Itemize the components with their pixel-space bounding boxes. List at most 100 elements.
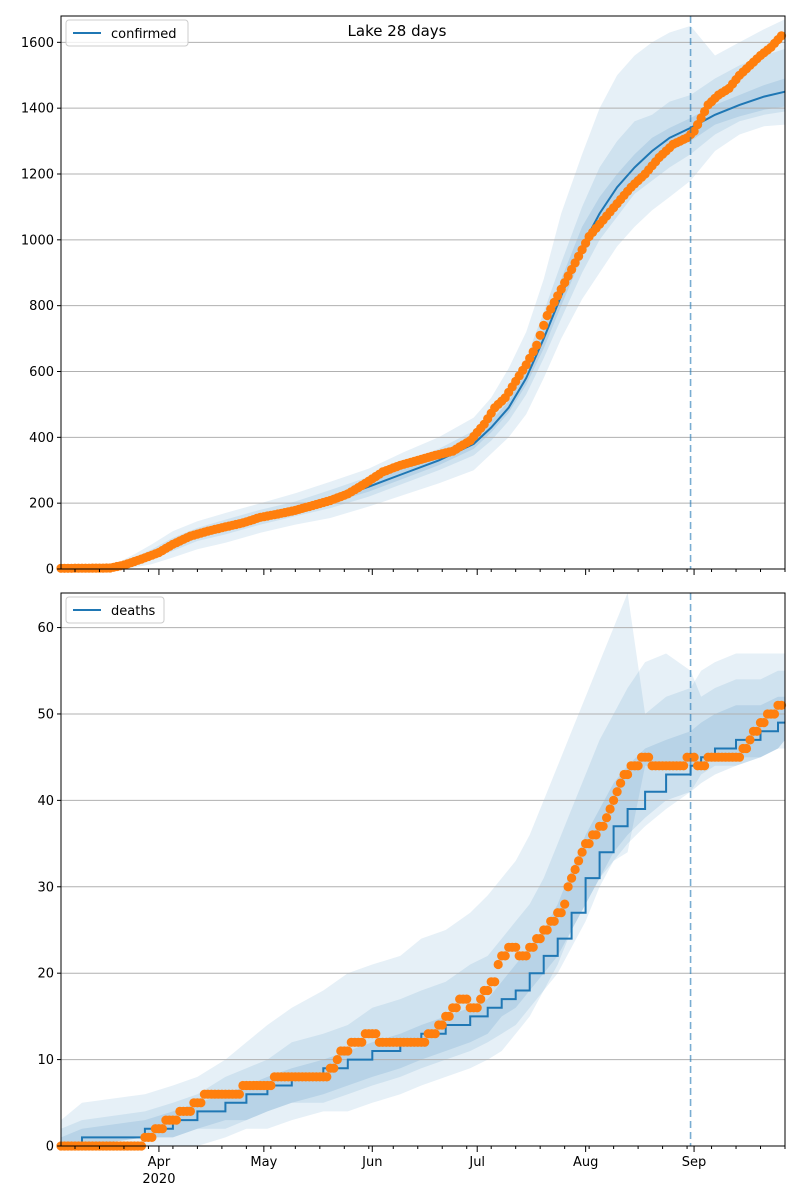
- uncertainty-band-middle: [61, 48, 785, 569]
- observed-point: [700, 761, 710, 771]
- observed-point: [577, 847, 587, 857]
- observed-point: [560, 899, 570, 909]
- observed-point: [563, 882, 573, 892]
- observed-point: [623, 769, 633, 780]
- observed-point: [535, 934, 545, 944]
- y-tick-label: 50: [37, 707, 54, 722]
- confirmed-panel: 0 200 400 600 800 1000 1200 1400 1600 Lake 28 da…: [21, 15, 787, 578]
- y-tick-label: 10: [37, 1053, 54, 1068]
- confirmed-uncertainty-bands: [61, 19, 785, 570]
- observed-point: [357, 1037, 367, 1047]
- confirmed-legend: confirmed: [65, 19, 189, 47]
- observed-point: [535, 330, 545, 340]
- observed-point: [420, 1037, 430, 1047]
- observed-point: [612, 787, 622, 797]
- y-tick-label: 800: [29, 299, 54, 314]
- y-tick-label: 1600: [21, 36, 54, 51]
- observed-point: [147, 1132, 157, 1142]
- confirmed-tick-labels: 0 200 400 600 800 1000 1200 1400 1600: [21, 36, 786, 578]
- observed-point: [483, 985, 493, 996]
- observed-point: [609, 795, 619, 806]
- x-tick-label: Sep: [682, 1155, 707, 1170]
- observed-point: [171, 1115, 181, 1125]
- y-tick-label: 1400: [21, 102, 54, 117]
- observed-point: [584, 839, 594, 849]
- observed-point: [769, 709, 780, 719]
- observed-point: [430, 1029, 440, 1039]
- y-tick-label: 400: [29, 431, 54, 446]
- observed-point: [472, 1003, 482, 1013]
- observed-point: [490, 977, 500, 987]
- legend-box: [65, 596, 165, 624]
- observed-point: [371, 1029, 381, 1039]
- observed-point: [343, 1046, 353, 1056]
- observed-point: [598, 821, 608, 831]
- observed-point: [196, 1098, 206, 1108]
- observed-point: [437, 1020, 447, 1030]
- observed-point: [542, 925, 552, 935]
- y-tick-label: 200: [29, 497, 54, 512]
- deaths-uncertainty-bands: [61, 593, 785, 1146]
- confirmed-series: [56, 31, 787, 573]
- legend-box: [65, 19, 189, 47]
- confirmed-axes: [60, 15, 786, 570]
- x-tick-label: Jun: [361, 1155, 382, 1170]
- uncertainty-band-middle: [61, 653, 785, 1146]
- observed-point: [266, 1080, 276, 1091]
- x-tick-label: Jul: [468, 1155, 485, 1170]
- observed-point: [444, 1011, 454, 1022]
- observed-point: [329, 1063, 339, 1073]
- observed-point: [734, 752, 745, 762]
- observed-point: [591, 830, 601, 840]
- y-tick-label: 600: [29, 365, 54, 380]
- uncertainty-band-outer: [61, 593, 785, 1146]
- observed-point: [528, 942, 538, 952]
- x-axis-labels: Apr May Jun Jul Aug Sep 2020: [142, 1155, 706, 1187]
- legend-label-confirmed: confirmed: [111, 27, 177, 42]
- deaths-axes: [60, 592, 786, 1147]
- y-tick-label: 1000: [21, 233, 54, 248]
- observed-point: [549, 916, 559, 926]
- observed-point: [567, 873, 577, 883]
- observed-point: [493, 959, 503, 970]
- observed-point: [451, 1003, 461, 1013]
- uncertainty-band-outer: [61, 19, 785, 570]
- observed-point: [570, 864, 580, 875]
- x-tick-label: Aug: [573, 1155, 598, 1170]
- y-tick-label: 0: [46, 1140, 54, 1155]
- y-tick-label: 40: [37, 794, 54, 809]
- x-year-label: 2020: [142, 1172, 175, 1187]
- observed-point: [574, 856, 584, 866]
- observed-point: [633, 761, 643, 771]
- legend-label-deaths: deaths: [111, 604, 156, 619]
- observed-point: [644, 752, 654, 762]
- y-tick-label: 0: [46, 563, 54, 578]
- y-tick-label: 60: [37, 621, 54, 636]
- deaths-panel: 0 10 20 30 40 50 60 deaths: [37, 592, 787, 1155]
- observed-point: [679, 761, 689, 771]
- observed-point: [511, 942, 521, 952]
- observed-point: [157, 1124, 167, 1134]
- chart-title: Lake 28 days: [348, 22, 447, 40]
- observed-point: [602, 813, 612, 823]
- deaths-tick-labels: 0 10 20 30 40 50 60: [37, 621, 786, 1155]
- observed-point: [605, 804, 615, 814]
- observed-point: [776, 31, 787, 41]
- observed-point: [462, 994, 472, 1004]
- uncertainty-band-inner: [61, 78, 785, 569]
- observed-point: [689, 752, 699, 762]
- observed-point: [759, 718, 769, 728]
- observed-point: [322, 1072, 332, 1082]
- x-tick-label: May: [250, 1155, 277, 1170]
- y-tick-label: 1200: [21, 168, 54, 183]
- observed-point: [556, 908, 566, 918]
- uncertainty-band-inner: [61, 696, 785, 1146]
- deaths-series: [56, 700, 787, 1151]
- observed-point: [500, 951, 510, 961]
- observed-point: [185, 1106, 195, 1116]
- deaths-legend: deaths: [65, 596, 165, 624]
- observed-point: [332, 1055, 342, 1065]
- observed-point: [539, 320, 549, 330]
- observed-point: [741, 743, 752, 754]
